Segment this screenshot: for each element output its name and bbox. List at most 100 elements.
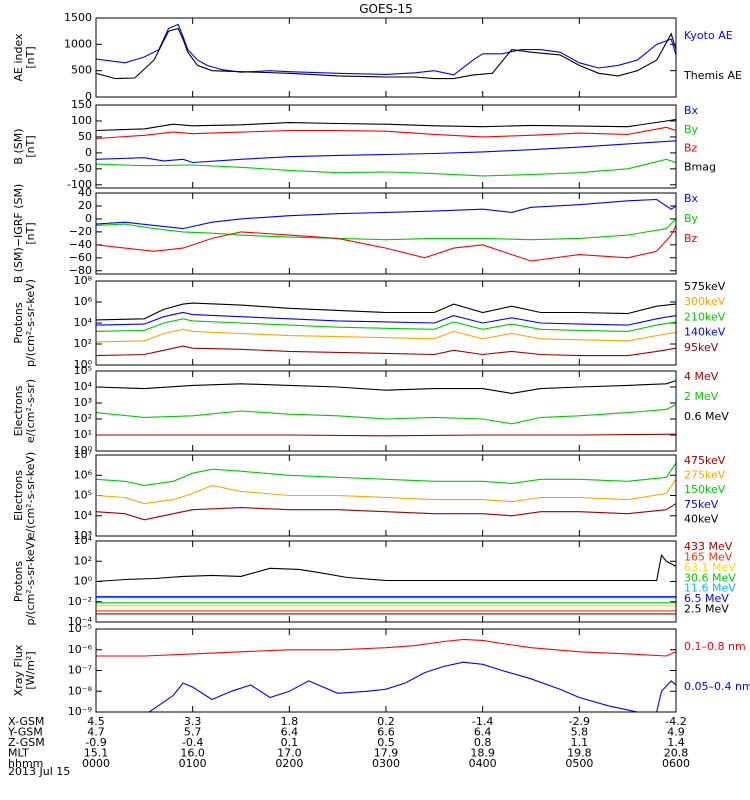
footer-row-label: hhmm	[8, 757, 43, 770]
legend-entry: 150keV	[684, 483, 726, 496]
y-axis-label: AE index	[12, 33, 25, 82]
footer-value: 20.8	[664, 747, 689, 760]
panel-frame	[95, 628, 677, 713]
legend-entry: 0.1–0.8 nm	[684, 640, 746, 653]
footer-value: 1.8	[281, 715, 299, 728]
footer-value: 0200	[275, 757, 303, 770]
y-tick-label: 10²	[74, 337, 92, 350]
footer-value: 1.1	[571, 736, 589, 749]
footer-row-label: Z-GSM	[8, 736, 45, 749]
footer-value: 0600	[662, 757, 690, 770]
footer-value: 3.3	[184, 715, 202, 728]
panel-5: 10⁰ 10¹ 10² 10³ 10⁴ 10⁵ Electrons e/(cm²-s-sr) 4…	[12, 364, 729, 457]
footer-value: 0500	[565, 757, 593, 770]
footer-value: 17.0	[277, 747, 302, 760]
y-tick-label: 150	[71, 98, 92, 111]
series-line	[96, 23, 676, 76]
series-line	[96, 140, 676, 164]
footer-value: 0100	[179, 757, 207, 770]
legend-entry: Bmag	[684, 160, 716, 173]
panel-frame	[95, 454, 677, 537]
footer-value: -0.4	[182, 736, 203, 749]
legend-entry: 475keV	[684, 454, 726, 467]
y-axis-label: e/(cm²-s-sr-keV)	[24, 452, 37, 540]
y-tick-label: 0	[85, 212, 92, 225]
y-tick-label: 10⁴	[74, 509, 93, 522]
y-tick-label: 1000	[64, 37, 92, 50]
y-tick-label: 10⁻⁷	[68, 664, 92, 677]
y-axis-label: Protons	[12, 561, 25, 602]
footer-value: 0000	[82, 757, 110, 770]
series-line	[96, 198, 676, 230]
y-tick-label: 1500	[64, 11, 92, 24]
series-line	[96, 118, 676, 132]
y-axis-label: B (SM)	[12, 128, 25, 164]
panel-frame	[95, 370, 677, 452]
y-tick-label: 0	[85, 90, 92, 103]
series-line	[96, 126, 676, 140]
panel-2: -100 -50 0 50 100 150 B (SM) [nT] Bx By Bz Bmag	[12, 98, 716, 191]
legend-entry: 210keV	[684, 310, 726, 323]
y-tick-label: 10⁴	[74, 316, 93, 329]
legend-entry: Bx	[684, 104, 699, 117]
y-axis-label: Electrons	[12, 470, 25, 521]
legend-entry: 11.6 MeV	[684, 582, 736, 595]
series-line	[96, 553, 676, 583]
legend-entry: 300keV	[684, 295, 726, 308]
series-line	[96, 27, 676, 80]
figure-title: GOES-15	[359, 2, 413, 16]
y-axis-label: [nT]	[24, 222, 37, 244]
legend-entry: 63.1 MeV	[684, 561, 736, 574]
y-tick-label: 10⁴	[74, 534, 93, 547]
panel-frame	[95, 280, 677, 366]
footer-value: 6.6	[377, 726, 395, 739]
footer-value: 4.5	[87, 715, 105, 728]
footer-value: 6.4	[474, 726, 492, 739]
y-tick-label: 10⁶	[74, 468, 93, 481]
y-tick-label: 10⁵	[74, 489, 92, 502]
footer-value: -2.9	[569, 715, 590, 728]
legend-entry: 275keV	[684, 469, 726, 482]
legend-entry: By	[684, 123, 699, 136]
y-tick-label: 10²	[74, 554, 92, 567]
footer-row-label: X-GSM	[8, 715, 44, 728]
legend-entry: 4 MeV	[684, 370, 719, 383]
y-tick-label: 20	[78, 199, 92, 212]
series-line	[96, 503, 676, 521]
y-axis-label: B (SM)−IGRF (SM)	[12, 184, 25, 284]
y-tick-label: 10⁻⁴	[68, 615, 93, 628]
y-tick-label: 10⁰	[74, 358, 93, 371]
y-tick-label: 40	[78, 186, 92, 199]
y-tick-label: 10⁰	[74, 575, 93, 588]
y-tick-label: -100	[67, 178, 92, 191]
legend-entry: 75keV	[684, 498, 719, 511]
y-tick-label: 10³	[74, 529, 92, 542]
series-line	[96, 433, 676, 437]
panel-6: 10³ 10⁴ 10⁵ 10⁶ 10⁷ Electrons e/(cm²-s-sr-keV)…	[12, 448, 726, 542]
series-line	[96, 380, 676, 394]
y-tick-label: 10⁻⁸	[68, 684, 93, 697]
footer-row-label: Y-GSM	[7, 726, 43, 739]
y-tick-label: 10⁴	[74, 380, 93, 393]
footer-value: 0.1	[281, 736, 299, 749]
y-tick-label: 10⁰	[74, 444, 93, 457]
y-axis-label: [nT]	[24, 135, 37, 157]
legend-entry: 433 MeV	[684, 540, 733, 553]
y-tick-label: 10⁸	[74, 274, 93, 287]
series-line	[96, 225, 676, 262]
y-tick-label: 10¹	[74, 428, 92, 441]
footer-value: 0.8	[474, 736, 492, 749]
legend-entry: 30.6 MeV	[684, 571, 736, 584]
footer-value: 4.9	[667, 726, 685, 739]
y-axis-label: e/(cm²-s-sr)	[24, 379, 37, 443]
series-line	[96, 638, 676, 657]
panel-1: 0 500 1000 1500 AE index [nT] Kyoto AE Themis A…	[12, 11, 742, 103]
footer-value: 4.7	[87, 726, 105, 739]
legend-entry: Bz	[684, 142, 698, 155]
footer-value: 0.5	[377, 736, 395, 749]
y-axis-label: [W/m²]	[24, 651, 37, 689]
series-line	[96, 328, 676, 343]
